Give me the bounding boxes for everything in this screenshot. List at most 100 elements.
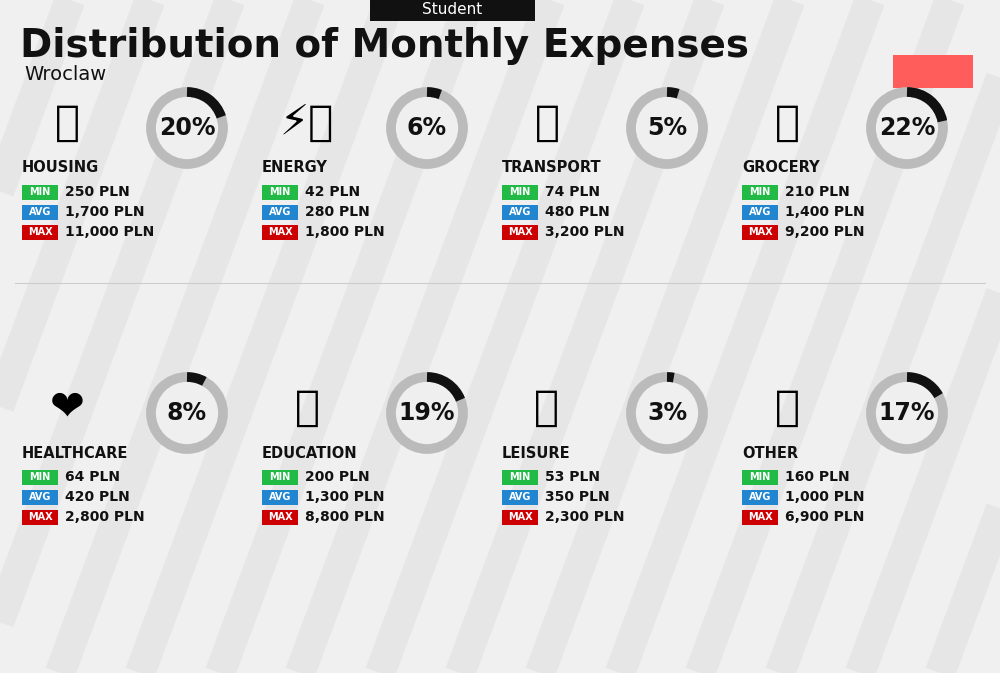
Text: 19%: 19% [399,401,455,425]
Text: AVG: AVG [29,492,51,502]
Text: 74 PLN: 74 PLN [545,185,600,199]
Text: 3%: 3% [647,401,687,425]
Text: OTHER: OTHER [742,446,798,460]
Text: 2,800 PLN: 2,800 PLN [65,510,145,524]
Text: AVG: AVG [269,207,291,217]
Text: MAX: MAX [268,227,292,237]
Text: 8%: 8% [167,401,207,425]
Text: AVG: AVG [749,492,771,502]
FancyBboxPatch shape [502,470,538,485]
Text: 420 PLN: 420 PLN [65,490,130,504]
Text: 64 PLN: 64 PLN [65,470,120,484]
Text: MAX: MAX [28,512,52,522]
FancyBboxPatch shape [22,225,58,240]
Text: 22%: 22% [879,116,935,140]
FancyBboxPatch shape [262,470,298,485]
Text: 🏢: 🏢 [54,102,80,144]
Text: MAX: MAX [508,227,532,237]
Circle shape [634,380,700,446]
Circle shape [154,95,220,161]
Text: 9,200 PLN: 9,200 PLN [785,225,864,239]
Text: 20%: 20% [159,116,215,140]
Text: 53 PLN: 53 PLN [545,470,600,484]
Text: 1,700 PLN: 1,700 PLN [65,205,144,219]
Circle shape [154,380,220,446]
Text: 8,800 PLN: 8,800 PLN [305,510,385,524]
Text: MIN: MIN [749,472,771,482]
Text: 200 PLN: 200 PLN [305,470,370,484]
Text: MIN: MIN [29,187,51,197]
FancyBboxPatch shape [502,489,538,505]
Text: TRANSPORT: TRANSPORT [502,160,602,176]
Text: Distribution of Monthly Expenses: Distribution of Monthly Expenses [20,27,749,65]
Text: MAX: MAX [748,227,772,237]
FancyBboxPatch shape [262,205,298,219]
FancyBboxPatch shape [22,509,58,524]
Circle shape [874,95,940,161]
Text: MAX: MAX [748,512,772,522]
FancyBboxPatch shape [22,184,58,199]
Text: 42 PLN: 42 PLN [305,185,360,199]
Text: 210 PLN: 210 PLN [785,185,850,199]
Circle shape [874,380,940,446]
Text: 280 PLN: 280 PLN [305,205,370,219]
Text: ENERGY: ENERGY [262,160,328,176]
FancyBboxPatch shape [22,470,58,485]
Text: 350 PLN: 350 PLN [545,490,610,504]
Text: 160 PLN: 160 PLN [785,470,850,484]
Text: MIN: MIN [29,472,51,482]
FancyBboxPatch shape [742,489,778,505]
Text: MIN: MIN [509,472,531,482]
Text: MIN: MIN [269,187,291,197]
Text: MIN: MIN [749,187,771,197]
Text: Student: Student [422,3,483,17]
Text: 1,400 PLN: 1,400 PLN [785,205,865,219]
FancyBboxPatch shape [22,205,58,219]
Text: ⚡🏠: ⚡🏠 [280,102,334,144]
Text: 250 PLN: 250 PLN [65,185,130,199]
FancyBboxPatch shape [22,489,58,505]
FancyBboxPatch shape [742,470,778,485]
Text: 2,300 PLN: 2,300 PLN [545,510,624,524]
FancyBboxPatch shape [262,489,298,505]
Text: MAX: MAX [508,512,532,522]
Text: 🛍️: 🛍️ [534,387,560,429]
FancyBboxPatch shape [742,225,778,240]
Text: 🎓: 🎓 [294,387,320,429]
Text: MIN: MIN [509,187,531,197]
FancyBboxPatch shape [370,0,535,21]
Text: LEISURE: LEISURE [502,446,571,460]
Text: 17%: 17% [879,401,935,425]
Text: 3,200 PLN: 3,200 PLN [545,225,624,239]
Text: AVG: AVG [749,207,771,217]
Text: GROCERY: GROCERY [742,160,820,176]
Text: 💰: 💰 [774,387,800,429]
FancyBboxPatch shape [502,225,538,240]
FancyBboxPatch shape [742,184,778,199]
Circle shape [394,380,460,446]
Text: AVG: AVG [269,492,291,502]
Text: 1,300 PLN: 1,300 PLN [305,490,384,504]
Text: 6%: 6% [407,116,447,140]
Text: 6,900 PLN: 6,900 PLN [785,510,864,524]
Text: HOUSING: HOUSING [22,160,99,176]
Text: 🚌: 🚌 [534,102,560,144]
Text: 1,800 PLN: 1,800 PLN [305,225,385,239]
Circle shape [394,95,460,161]
FancyBboxPatch shape [502,184,538,199]
FancyBboxPatch shape [742,205,778,219]
FancyBboxPatch shape [893,55,973,88]
Text: MAX: MAX [268,512,292,522]
Text: MIN: MIN [269,472,291,482]
FancyBboxPatch shape [262,225,298,240]
FancyBboxPatch shape [502,205,538,219]
FancyBboxPatch shape [502,509,538,524]
Text: MAX: MAX [28,227,52,237]
Text: AVG: AVG [509,492,531,502]
Text: 🛒: 🛒 [774,102,800,144]
Text: 5%: 5% [647,116,687,140]
Text: 1,000 PLN: 1,000 PLN [785,490,864,504]
Text: 480 PLN: 480 PLN [545,205,610,219]
Text: AVG: AVG [509,207,531,217]
FancyBboxPatch shape [742,509,778,524]
